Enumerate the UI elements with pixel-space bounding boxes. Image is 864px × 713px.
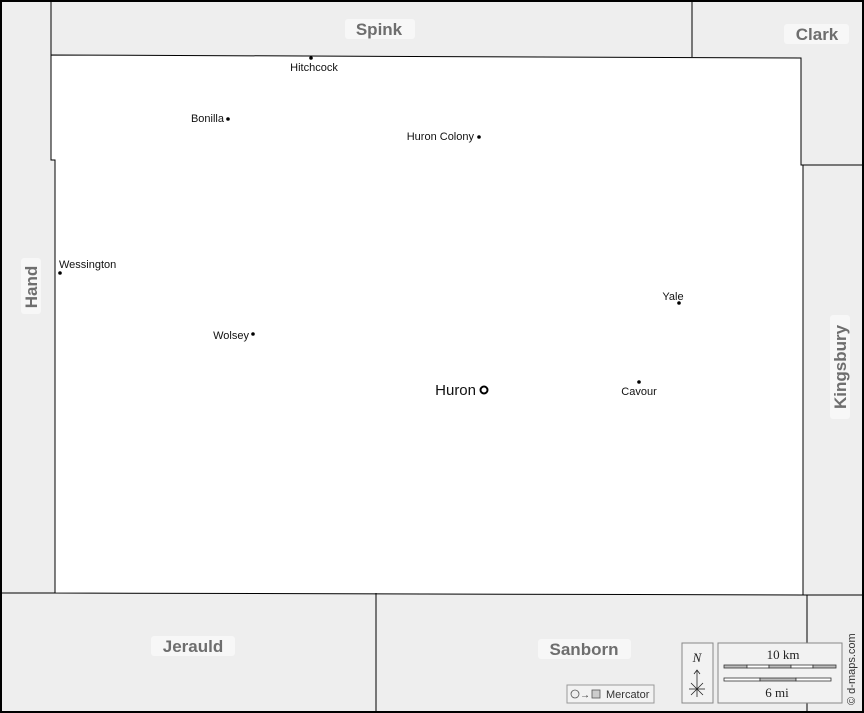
svg-text:Mercator: Mercator [606, 689, 650, 701]
town-huron-colony: Huron Colony [407, 131, 481, 143]
svg-text:Hitchcock: Hitchcock [290, 62, 338, 74]
svg-text:6 mi: 6 mi [765, 685, 789, 700]
projection-legend: → Mercator [566, 684, 655, 704]
globe-icon [570, 689, 580, 699]
region-label-kingsbury: Kingsbury [830, 315, 850, 419]
scale-bar: 10 km 6 mi [717, 642, 843, 704]
town-yale: Yale [662, 291, 684, 305]
region-label-spink: Spink [345, 19, 415, 39]
svg-text:Sanborn: Sanborn [550, 640, 619, 659]
region-label-sanborn: Sanborn [538, 639, 631, 659]
region-label-jerauld: Jerauld [151, 636, 235, 656]
county-seat-circle-icon [479, 385, 489, 395]
credit: © d-maps.com [846, 633, 858, 705]
town-bonilla: Bonilla [191, 113, 230, 125]
svg-text:Yale: Yale [662, 291, 683, 303]
svg-text:Bonilla: Bonilla [191, 113, 225, 125]
svg-text:N: N [692, 650, 703, 665]
svg-text:Cavour: Cavour [621, 386, 657, 398]
arrow-icon: → [580, 690, 590, 701]
town-hitchcock: Hitchcock [290, 56, 338, 74]
region-label-clark: Clark [784, 24, 849, 44]
svg-text:Wolsey: Wolsey [213, 330, 249, 342]
town-wolsey: Wolsey [213, 330, 255, 342]
svg-text:Hand: Hand [22, 266, 41, 309]
svg-text:Spink: Spink [356, 20, 403, 39]
svg-text:Jerauld: Jerauld [163, 637, 223, 656]
compass-icon [689, 669, 705, 697]
svg-text:Kingsbury: Kingsbury [831, 324, 850, 409]
svg-text:10 km: 10 km [767, 647, 800, 662]
region-label-hand: Hand [21, 258, 41, 314]
scale-km-bar [723, 664, 837, 669]
north-arrow: N [681, 642, 714, 704]
flat-map-icon [591, 689, 601, 699]
county-seat-huron: Huron [435, 382, 489, 399]
scale-mi-bar [723, 677, 832, 682]
town-cavour: Cavour [621, 380, 657, 398]
svg-text:Huron: Huron [435, 382, 476, 399]
town-wessington: Wessington [58, 259, 116, 275]
svg-text:Wessington: Wessington [59, 259, 116, 271]
svg-text:Clark: Clark [796, 25, 839, 44]
svg-text:Huron Colony: Huron Colony [407, 131, 475, 143]
